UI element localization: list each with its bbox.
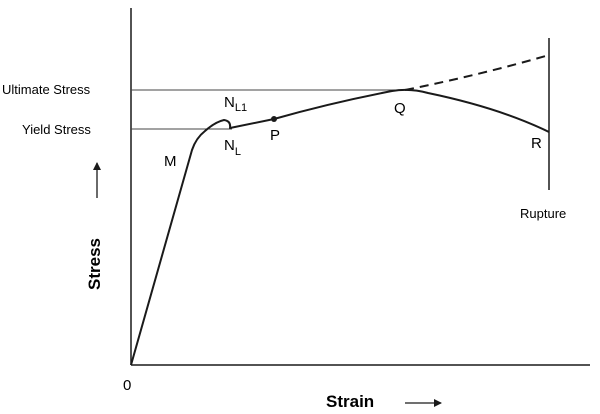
stress-strain-curve bbox=[130, 88, 550, 366]
y-axis-title: Stress bbox=[85, 238, 104, 290]
x-axis-title: Strain bbox=[326, 392, 374, 409]
ultimate-stress-label: Ultimate Stress bbox=[2, 82, 91, 97]
point-nl1-main: N bbox=[224, 94, 235, 111]
origin-label: 0 bbox=[123, 377, 131, 394]
point-nl1-label: NL1 bbox=[224, 94, 247, 114]
point-nl-sub: L bbox=[235, 146, 241, 158]
point-nl-main: N bbox=[224, 137, 235, 154]
point-r-label: R bbox=[531, 135, 542, 152]
point-m-label: M bbox=[164, 153, 177, 170]
dashed-curve bbox=[404, 54, 550, 91]
point-nl-label: NL bbox=[224, 137, 241, 158]
rupture-label: Rupture bbox=[520, 206, 566, 221]
point-nl1-sub: L1 bbox=[235, 102, 247, 114]
point-q-label: Q bbox=[394, 100, 406, 117]
point-p-marker bbox=[271, 116, 277, 122]
yield-stress-label: Yield Stress bbox=[22, 122, 91, 137]
point-p-label: P bbox=[270, 127, 280, 144]
